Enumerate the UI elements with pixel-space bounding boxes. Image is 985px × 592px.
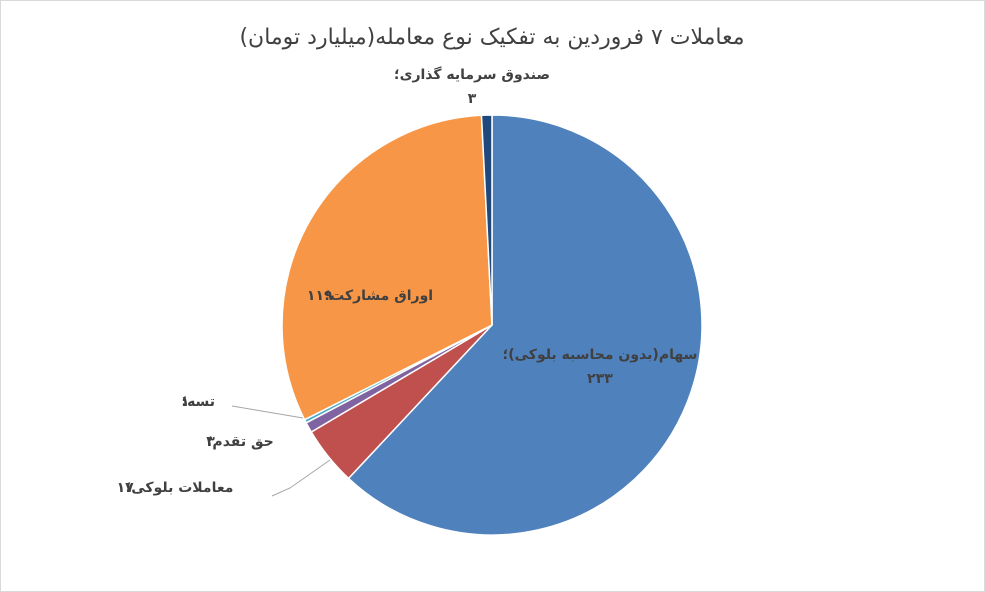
category-label: معاملات بلوکی؛	[126, 480, 234, 496]
pie-slice	[347, 114, 703, 536]
pie-slice	[281, 114, 493, 421]
value-label: ۲۳۳	[587, 371, 613, 387]
leader-line	[271, 459, 331, 497]
category-label: صندوق سرمایه گذاری؛	[394, 66, 550, 83]
data-label: حق تقدم؛۳	[206, 434, 273, 450]
data-label: تسه؛۱	[181, 394, 215, 410]
leader-line	[231, 405, 304, 419]
value-label: ۳	[206, 434, 215, 450]
value-label: ۱۷	[117, 480, 135, 496]
category-label: تسه؛	[181, 394, 215, 410]
value-label: ۳	[468, 91, 477, 107]
category-label: سهام(بدون محاسبه بلوکی)؛	[503, 347, 698, 363]
pie-slice	[480, 114, 493, 326]
data-label: اوراق مشارکت؛۱۱۹	[307, 288, 433, 304]
data-label: معاملات بلوکی؛۱۷	[117, 480, 234, 496]
value-label: ۱	[181, 394, 190, 410]
chart-title: معاملات ۷ فروردین به تفکیک نوع معامله(می…	[239, 25, 744, 50]
value-label: ۱۱۹	[307, 288, 333, 304]
category-label: حق تقدم؛	[207, 434, 274, 450]
category-label: اوراق مشارکت؛	[325, 288, 434, 304]
